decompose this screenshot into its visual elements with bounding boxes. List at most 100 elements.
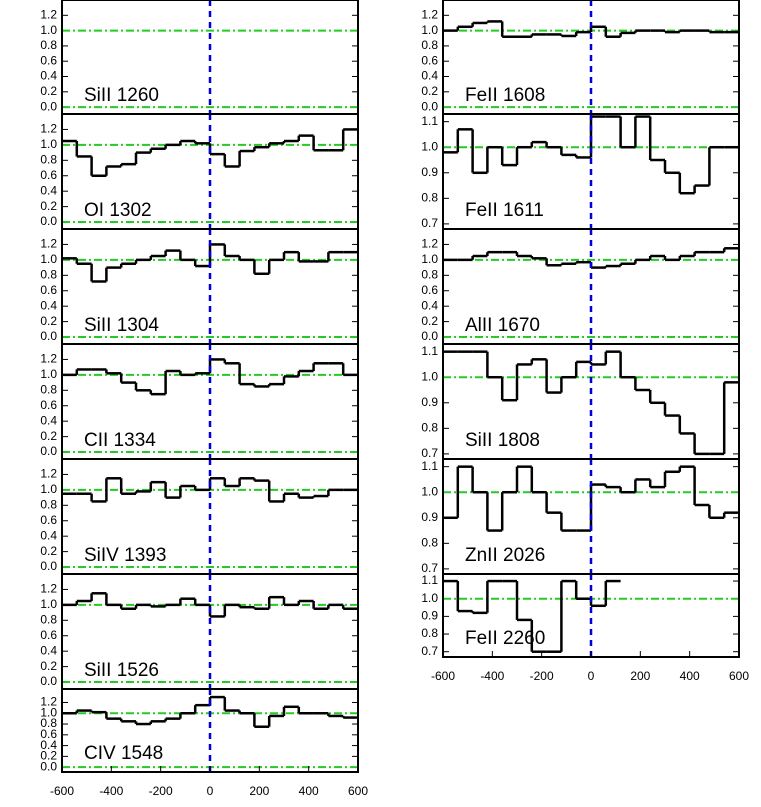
y-tick-label: 0.4 [40,528,57,542]
x-tick-label: -200 [149,784,173,798]
y-tick-label: 0.0 [40,759,57,773]
y-tick-label: 1.2 [421,7,438,21]
y-tick-label: 0.2 [40,84,57,98]
y-tick-label: 0.9 [421,165,438,179]
line-label: AlII 1670 [465,315,540,336]
y-tick-label: 0.8 [40,267,57,281]
y-tick-label: 1.0 [40,252,57,266]
x-tick-label: -400 [480,669,504,683]
y-tick-label: 0.0 [40,99,57,113]
y-tick-label: 0.6 [40,283,57,297]
y-tick-label: 0.6 [40,628,57,642]
x-tick-label: 400 [299,784,319,798]
y-tick-label: 1.2 [40,467,57,481]
y-tick-label: 1.2 [40,7,57,21]
x-tick-label: -200 [530,669,554,683]
y-tick-label: 0.2 [40,659,57,673]
x-tick-label: 0 [588,669,595,683]
y-tick-label: 1.0 [40,597,57,611]
y-tick-label: 1.2 [40,352,57,366]
x-tick-label: 0 [207,784,214,798]
y-tick-label: 0.8 [421,626,438,640]
y-tick-label: 0.4 [40,183,57,197]
line-label: SiII 1808 [465,430,540,451]
y-tick-label: 1.1 [421,573,438,587]
y-tick-label: 1.0 [421,139,438,153]
y-tick-label: 0.8 [40,152,57,166]
y-tick-label: 0.4 [40,298,57,312]
line-label: FeII 2260 [465,628,545,649]
y-tick-label: 0.8 [40,497,57,511]
y-tick-label: 0.8 [40,382,57,396]
y-tick-label: 0.6 [421,283,438,297]
y-tick-label: 0.4 [40,738,57,752]
line-label: FeII 1611 [465,200,544,221]
y-tick-label: 0.4 [40,69,57,83]
y-tick-label: 0.2 [40,429,57,443]
line-label: OI 1302 [84,200,152,221]
y-tick-label: 1.2 [40,122,57,136]
y-tick-label: 0.4 [421,298,438,312]
y-tick-label: 0.0 [40,214,57,228]
y-tick-label: 0.8 [421,191,438,205]
panel-frame [61,688,359,773]
y-tick-label: 1.2 [421,237,438,251]
y-tick-label: 1.0 [40,23,57,37]
y-tick-label: 1.1 [421,114,438,128]
line-label: FeII 1608 [465,85,545,106]
y-tick-label: 0.8 [40,38,57,52]
y-tick-label: 1.1 [421,459,438,473]
line-label: SiII 1260 [84,85,159,106]
y-tick-label: 0.6 [40,513,57,527]
line-label: CII 1334 [84,430,156,451]
y-tick-label: 1.0 [40,482,57,496]
x-tick-label: 600 [348,784,368,798]
y-tick-label: 1.0 [421,252,438,266]
y-tick-label: 0.6 [421,53,438,67]
x-tick-label: 200 [249,784,269,798]
line-label: SiII 1526 [84,660,159,681]
y-tick-label: 0.6 [40,53,57,67]
x-tick-label: -400 [99,784,123,798]
y-tick-label: 0.0 [40,559,57,573]
x-tick-label: -600 [50,784,74,798]
y-tick-label: 0.2 [40,749,57,763]
x-tick-label: 200 [630,669,650,683]
x-tick-label: 400 [680,669,700,683]
y-tick-label: 1.0 [40,137,57,151]
y-tick-label: 0.7 [421,216,438,230]
y-tick-label: 0.7 [421,644,438,658]
line-label: CIV 1548 [84,743,163,764]
y-tick-label: 0.8 [40,716,57,730]
x-tick-label: 600 [729,669,749,683]
y-tick-label: 1.0 [421,591,438,605]
y-tick-label: 0.4 [40,643,57,657]
y-tick-label: 0.9 [421,395,438,409]
y-tick-label: 0.2 [40,544,57,558]
y-tick-label: 0.0 [421,99,438,113]
y-tick-label: 1.0 [40,705,57,719]
y-tick-label: 0.4 [40,413,57,427]
y-tick-label: 0.2 [40,199,57,213]
y-tick-label: 0.0 [40,329,57,343]
x-tick-label: -600 [431,669,455,683]
y-tick-label: 0.8 [421,421,438,435]
y-tick-label: 1.0 [421,369,438,383]
y-tick-label: 0.6 [40,727,57,741]
y-tick-label: 0.8 [421,536,438,550]
y-tick-label: 1.2 [40,237,57,251]
y-tick-label: 0.8 [421,267,438,281]
y-tick-label: 0.7 [421,446,438,460]
y-tick-label: 1.2 [40,695,57,709]
y-tick-label: 0.0 [40,444,57,458]
line-label: SiII 1304 [84,315,159,336]
y-tick-label: 0.6 [40,168,57,182]
line-label: SiIV 1393 [84,545,166,566]
y-tick-label: 0.2 [421,84,438,98]
y-tick-label: 0.9 [421,609,438,623]
y-tick-label: 0.9 [421,510,438,524]
y-tick-label: 1.0 [421,23,438,37]
y-tick-label: 1.1 [421,344,438,358]
y-tick-label: 1.0 [421,484,438,498]
